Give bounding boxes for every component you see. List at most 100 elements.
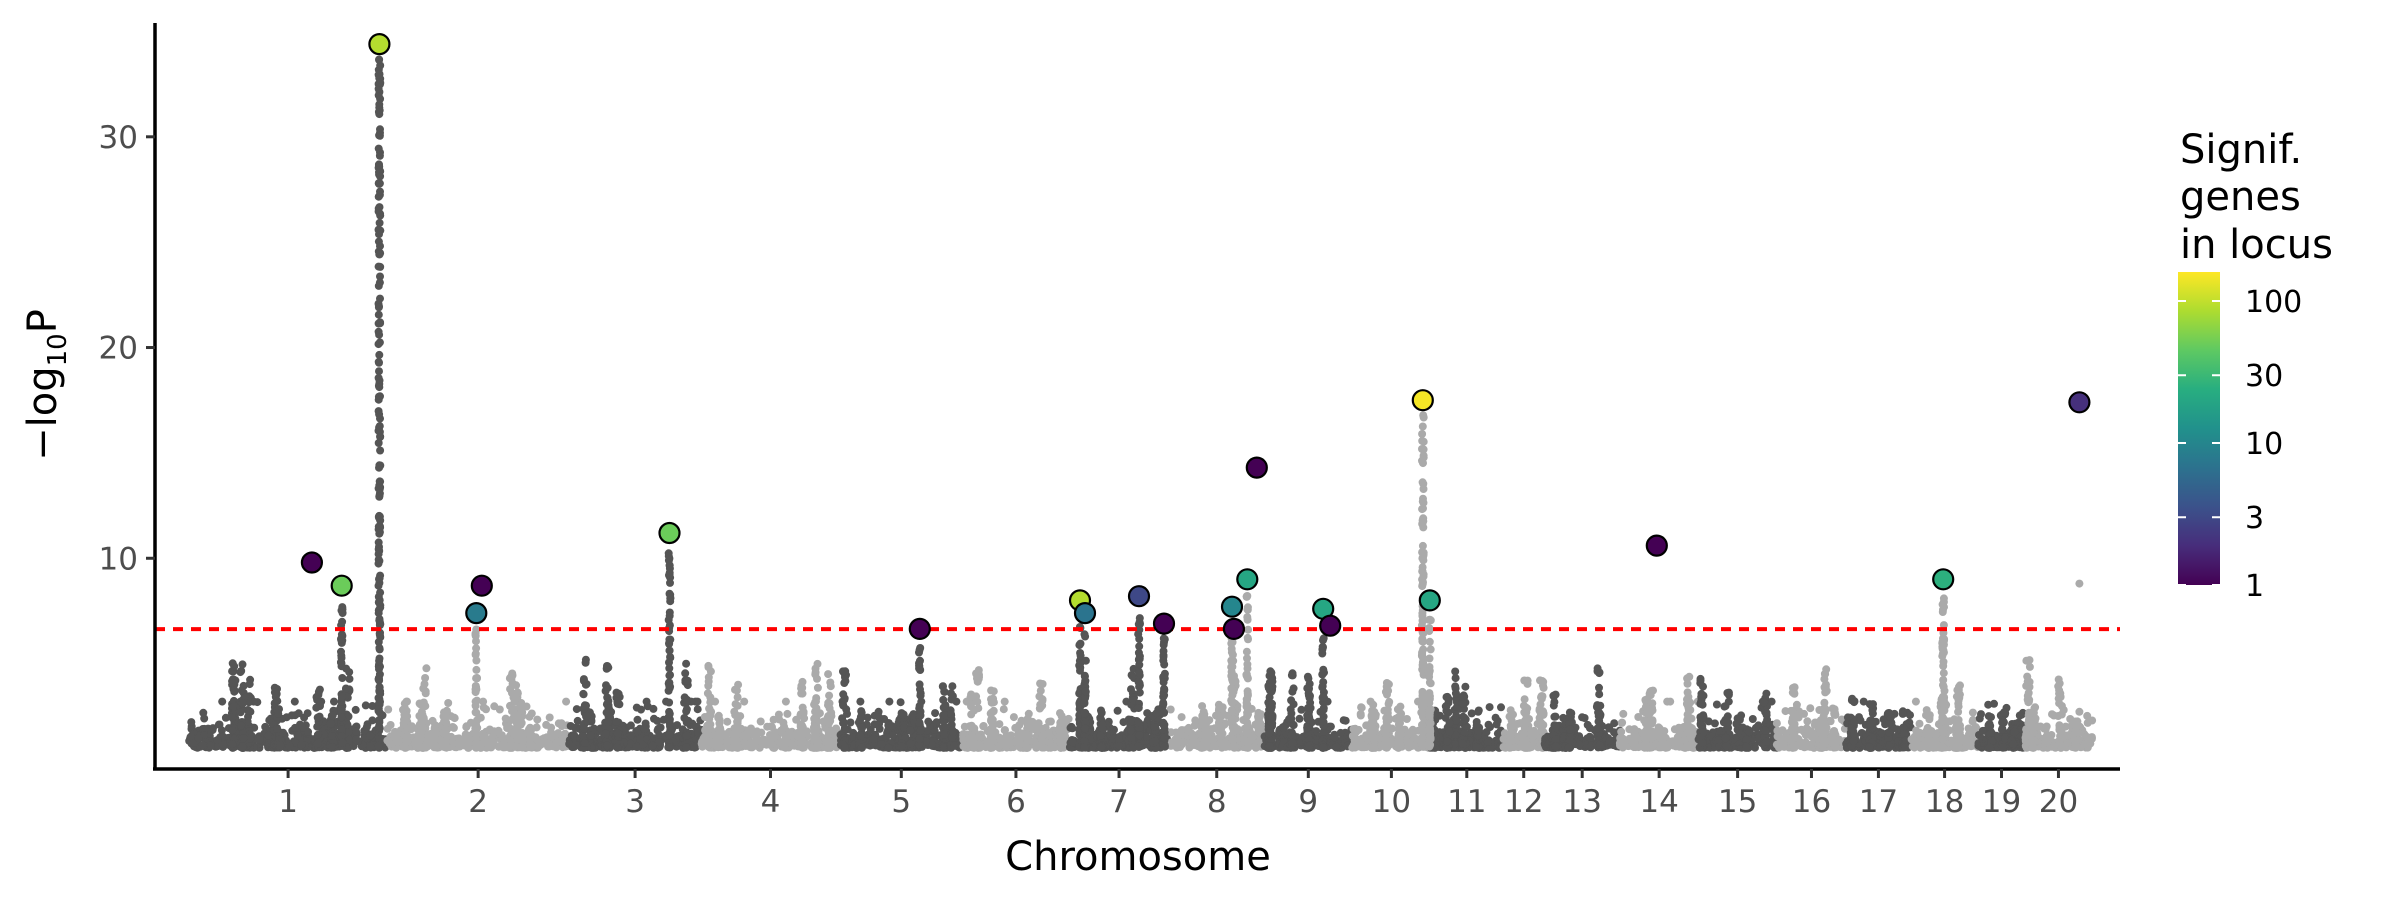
snp-point: [813, 659, 822, 668]
snp-point: [1097, 708, 1106, 717]
snp-point: [273, 725, 281, 733]
snp-point: [368, 716, 377, 725]
snp-point: [236, 708, 245, 717]
snp-point: [1394, 742, 1403, 751]
snp-point: [326, 719, 335, 728]
snp-point: [1304, 674, 1313, 683]
snp-point: [1351, 740, 1360, 749]
snp-point: [1385, 715, 1394, 724]
snp-point: [1306, 704, 1315, 712]
snp-point: [1459, 712, 1468, 721]
snp-point: [482, 743, 491, 752]
snp-point: [1203, 741, 1212, 750]
snp-point: [1339, 716, 1348, 725]
snp-point: [557, 719, 566, 728]
snp-point: [1519, 729, 1528, 738]
snp-point: [441, 740, 449, 748]
snp-point: [656, 723, 665, 732]
snp-point: [693, 705, 702, 714]
snp-point: [948, 692, 957, 701]
snp-point: [508, 669, 517, 678]
snp-point: [1505, 742, 1514, 751]
snp-point: [1444, 695, 1453, 704]
snp-point: [421, 674, 430, 682]
snp-point: [1173, 737, 1182, 745]
snp-point: [1201, 722, 1210, 730]
snp-point: [787, 739, 796, 748]
snp-point: [237, 721, 246, 730]
snp-point: [987, 698, 996, 707]
snp-point: [1523, 679, 1532, 688]
snp-point: [1586, 733, 1595, 742]
snp-point: [1038, 743, 1047, 752]
snp-point: [1509, 710, 1517, 719]
snp-point: [1035, 692, 1044, 701]
snp-point: [707, 696, 716, 705]
snp-point: [824, 670, 833, 679]
snp-point: [1114, 735, 1123, 743]
snp-point: [351, 705, 360, 714]
snp-point: [488, 739, 497, 748]
snp-point: [877, 740, 886, 749]
snp-point: [1472, 742, 1481, 751]
snp-point: [401, 716, 410, 725]
snp-point: [431, 735, 440, 744]
snp-point: [825, 704, 834, 713]
snp-point: [733, 743, 742, 752]
snp-point: [517, 700, 526, 709]
snp-point: [857, 723, 866, 732]
snp-point: [366, 731, 375, 740]
snp-point: [714, 713, 723, 722]
snp-point: [1009, 713, 1018, 722]
snp-point: [1451, 667, 1460, 676]
snp-point: [613, 743, 622, 752]
snp-point: [1266, 667, 1275, 676]
snp-point: [581, 658, 590, 667]
snp-point: [580, 724, 589, 733]
snp-point: [756, 717, 765, 726]
snp-point: [960, 722, 969, 731]
snp-point: [229, 675, 238, 684]
snp-point: [1023, 720, 1032, 729]
snp-point: [462, 722, 471, 731]
snp-point: [330, 697, 338, 706]
snp-point: [513, 689, 522, 698]
snp-point: [969, 740, 978, 749]
snp-point: [632, 703, 641, 712]
snp-point: [798, 677, 807, 686]
snp-point: [542, 720, 551, 729]
snp-point: [1593, 724, 1602, 733]
snp-point: [682, 705, 691, 714]
snp-point: [513, 735, 522, 744]
snp-point: [1152, 709, 1161, 718]
snp-point: [506, 685, 515, 694]
snp-point: [856, 731, 865, 740]
snp-point: [273, 697, 282, 706]
snp-point: [1191, 716, 1200, 725]
snp-point: [1520, 695, 1529, 704]
snp-point: [682, 659, 691, 668]
snp-point: [1059, 726, 1068, 734]
snp-point: [276, 741, 285, 750]
snp-point: [733, 701, 742, 710]
snp-point: [1255, 718, 1264, 727]
snp-point: [495, 705, 504, 714]
background-snp-points: [185, 55, 2097, 752]
snp-point: [1605, 724, 1614, 733]
snp-point: [238, 742, 247, 751]
snp-point: [824, 743, 833, 752]
snp-point: [342, 684, 350, 693]
snp-point: [840, 724, 849, 733]
snp-point: [416, 735, 425, 744]
snp-point: [304, 727, 313, 736]
snp-point: [970, 706, 979, 715]
snp-point: [314, 687, 323, 696]
snp-point: [393, 738, 402, 747]
snp-point: [974, 669, 983, 678]
snp-point: [238, 660, 247, 669]
snp-point: [1497, 703, 1505, 712]
snp-point: [206, 741, 215, 750]
snp-point: [1381, 741, 1390, 750]
snp-point: [352, 735, 361, 744]
snp-point: [1000, 697, 1009, 706]
